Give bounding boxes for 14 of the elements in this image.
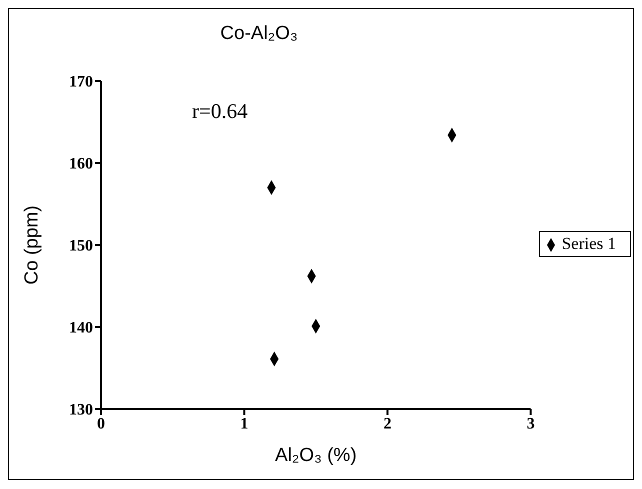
x-tick-label: 3 [526, 415, 535, 432]
x-tick-label: 0 [97, 415, 105, 432]
x-axis-title: Al₂O₃ (%) [275, 445, 357, 466]
y-tick-label: 170 [69, 74, 93, 91]
x-tick-label: 1 [240, 415, 248, 432]
y-tick-label: 140 [69, 320, 93, 337]
y-axis-title: Co (ppm) [22, 205, 43, 285]
y-tick-label: 150 [69, 238, 93, 255]
x-tick-label: 2 [383, 415, 392, 432]
legend-label: Series 1 [562, 234, 616, 253]
y-tick-label: 160 [69, 156, 93, 173]
annotation: r=0.64 [192, 99, 248, 124]
chart-title: Co-Al₂O₃ [219, 23, 299, 45]
y-tick-label: 130 [69, 402, 93, 419]
